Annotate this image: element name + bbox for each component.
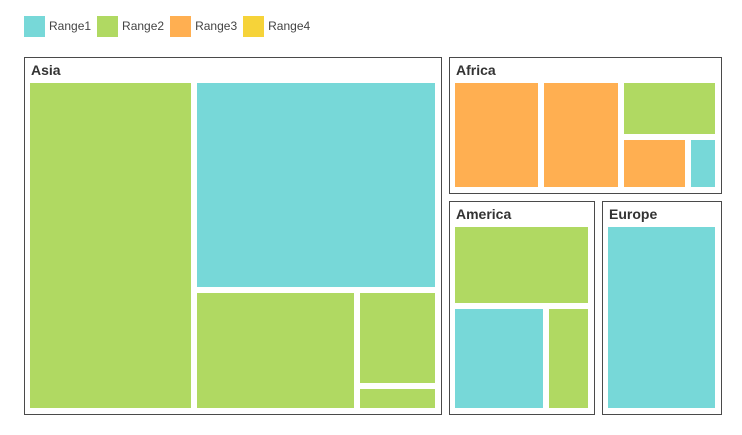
leaf-asia-1[interactable]	[30, 83, 191, 408]
leaf-asia-4[interactable]	[360, 293, 435, 383]
legend-swatch-range3	[170, 15, 192, 37]
leaf-africa-5[interactable]	[691, 140, 715, 187]
leaf-europe-1[interactable]	[608, 227, 715, 408]
leaf-asia-5[interactable]	[360, 389, 435, 408]
leaf-asia-3[interactable]	[197, 293, 354, 408]
group-label-africa: Africa	[456, 62, 496, 78]
leaf-asia-2[interactable]	[197, 83, 435, 287]
legend-label-range2: Range2	[122, 19, 165, 33]
legend-label-range3: Range3	[195, 19, 238, 33]
leaf-africa-1[interactable]	[455, 83, 538, 187]
legend-item-range2[interactable]: Range2	[97, 15, 165, 37]
legend-swatch-range1	[24, 15, 45, 37]
legend: Range1 Range2 Range3 Range4	[24, 14, 316, 38]
legend-swatch-range4	[243, 15, 265, 37]
legend-label-range4: Range4	[268, 19, 311, 33]
group-label-asia: Asia	[31, 62, 61, 78]
legend-item-range1[interactable]: Range1	[24, 15, 92, 37]
leaf-africa-4[interactable]	[624, 140, 685, 187]
legend-item-range4[interactable]: Range4	[243, 15, 311, 37]
leaf-america-2[interactable]	[455, 309, 543, 408]
leaf-america-1[interactable]	[455, 227, 588, 303]
leaf-africa-3[interactable]	[624, 83, 715, 134]
legend-item-range3[interactable]: Range3	[170, 15, 238, 37]
group-label-europe: Europe	[609, 206, 658, 222]
legend-label-range1: Range1	[49, 19, 92, 33]
leaf-america-3[interactable]	[549, 309, 588, 408]
leaf-africa-2[interactable]	[544, 83, 618, 187]
legend-swatch-range2	[97, 15, 119, 37]
group-label-america: America	[456, 206, 512, 222]
